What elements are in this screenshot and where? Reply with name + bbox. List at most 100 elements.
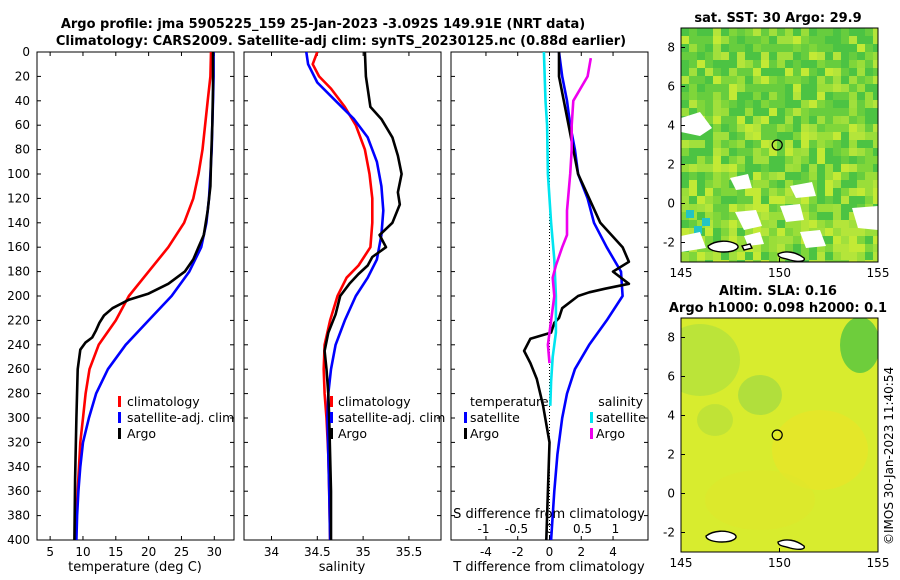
sst-cell — [705, 164, 713, 172]
sst-cell — [841, 60, 849, 68]
sst-cell — [785, 196, 793, 204]
sst-cell — [729, 28, 737, 36]
sst-cell — [793, 196, 801, 204]
legend-s-argo-swatch — [590, 428, 593, 439]
sst-cell — [849, 196, 857, 204]
x-tick-label: 2 — [577, 545, 585, 559]
x-tick-label: 10 — [75, 545, 90, 559]
sst-cell — [705, 156, 713, 164]
sst-cell — [761, 204, 769, 212]
sst-cell — [793, 68, 801, 76]
sst-cell — [681, 28, 689, 36]
sst-cell — [761, 140, 769, 148]
sst-cell — [777, 244, 785, 252]
sst-cell — [761, 132, 769, 140]
sst-cell — [769, 100, 777, 108]
sst-cell — [697, 36, 705, 44]
sst-cell — [785, 164, 793, 172]
sst-cell — [681, 188, 689, 196]
sla-low-patch — [738, 375, 782, 415]
sst-cell — [849, 36, 857, 44]
sst-cell — [737, 92, 745, 100]
sst-cell — [761, 60, 769, 68]
sst-cell — [721, 164, 729, 172]
sst-cell — [689, 132, 697, 140]
sst-cell — [753, 60, 761, 68]
sst-cell — [841, 76, 849, 84]
sst-cell — [761, 148, 769, 156]
sst-cell — [865, 132, 873, 140]
sst-cell — [753, 180, 761, 188]
sst-cell — [817, 92, 825, 100]
sst-cell — [841, 212, 849, 220]
sst-cell — [745, 228, 753, 236]
sst-cell — [761, 196, 769, 204]
sst-cell — [697, 212, 705, 220]
sst-cell — [865, 116, 873, 124]
sst-cell — [721, 188, 729, 196]
temperature-xlabel: temperature (deg C) — [68, 560, 202, 575]
sst-cell — [705, 116, 713, 124]
sst-cell — [713, 52, 721, 60]
sst-cell — [705, 132, 713, 140]
sst-cell — [817, 228, 825, 236]
sst-cell — [865, 108, 873, 116]
sst-cell — [857, 44, 865, 52]
sst-cell — [793, 228, 801, 236]
sla-coastline — [705, 530, 806, 551]
sst-cell — [809, 124, 817, 132]
sst-cell — [785, 36, 793, 44]
sst-cell — [833, 108, 841, 116]
sst-cell — [801, 252, 809, 260]
sst-cell — [841, 132, 849, 140]
sst-cell — [785, 220, 793, 228]
legend-s-satellite-swatch — [590, 412, 593, 423]
map-y-tick-label: 2 — [667, 158, 675, 172]
sst-cell — [809, 60, 817, 68]
sst-cell — [713, 172, 721, 180]
sst-cell — [801, 244, 809, 252]
sst-cell — [841, 244, 849, 252]
sst-cell — [745, 196, 753, 204]
sst-cell — [825, 60, 833, 68]
sst-cell — [849, 244, 857, 252]
sst-cell — [825, 172, 833, 180]
sst-cell — [833, 164, 841, 172]
map-y-tick-label: 8 — [667, 331, 675, 345]
sst-cell — [785, 148, 793, 156]
sst-cell — [777, 68, 785, 76]
map-y-tick-label: 0 — [667, 487, 675, 501]
depth-tick-label: 340 — [7, 460, 30, 474]
sst-cell — [841, 44, 849, 52]
difference-xlabel: T difference from climatology — [452, 560, 645, 575]
sst-cell — [841, 84, 849, 92]
sst-cell — [833, 260, 841, 262]
sst-cell — [825, 44, 833, 52]
depth-tick-label: 0 — [22, 45, 30, 59]
sst-cell — [729, 196, 737, 204]
sst-cell — [777, 140, 785, 148]
sst-cell — [801, 60, 809, 68]
sst-cell — [801, 36, 809, 44]
sst-cell — [865, 172, 873, 180]
sst-cell — [753, 52, 761, 60]
depth-tick-label: 240 — [7, 338, 30, 352]
sst-cell — [849, 84, 857, 92]
legend-satellite-adj: satellite-adj. clim — [127, 410, 234, 425]
sst-cell — [825, 236, 833, 244]
sst-cell — [713, 28, 721, 36]
sst-cell — [729, 76, 737, 84]
sst-cell — [825, 220, 833, 228]
sst-cell — [833, 124, 841, 132]
sst-cell — [721, 84, 729, 92]
sst-cell — [745, 156, 753, 164]
sst-cell — [809, 36, 817, 44]
sst-cell — [785, 244, 793, 252]
sst-cell — [721, 180, 729, 188]
sst-cell — [873, 100, 878, 108]
sst-cell — [705, 92, 713, 100]
sst-coastline — [707, 240, 806, 262]
sst-cell — [681, 100, 689, 108]
sst-cell — [865, 140, 873, 148]
sst-cell — [857, 36, 865, 44]
